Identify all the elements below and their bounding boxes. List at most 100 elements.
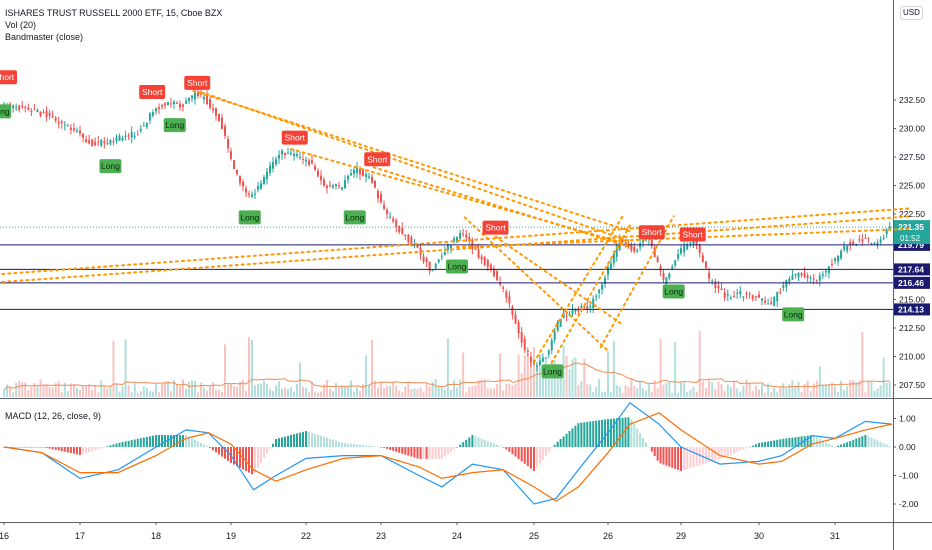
volume-bar: [680, 381, 682, 397]
macd-histogram-bar: [761, 442, 764, 447]
candle-body: [785, 280, 788, 288]
short-signal-marker[interactable]: [482, 220, 509, 235]
long-signal-marker[interactable]: [782, 307, 805, 322]
candle-body: [344, 180, 346, 188]
macd-histogram-bar: [767, 441, 770, 447]
volume-bar: [601, 391, 604, 397]
candle-body: [296, 154, 298, 156]
volume-bar: [356, 387, 358, 397]
volume-bar: [514, 383, 517, 397]
macd-histogram-bar: [812, 435, 815, 447]
volume-bar: [176, 384, 178, 397]
macd-histogram-bar: [462, 442, 465, 447]
volume-bar: [609, 392, 612, 397]
volume-bar: [109, 385, 112, 397]
candle-body: [888, 226, 891, 230]
volume-bar: [726, 384, 729, 397]
volume-bar: [419, 387, 422, 397]
long-signal-label: Long: [165, 120, 184, 130]
macd-histogram-bar: [492, 443, 495, 447]
long-signal-marker[interactable]: [99, 159, 122, 174]
candle-body: [446, 244, 449, 250]
volume-bar: [858, 380, 861, 397]
volume-bar: [45, 384, 48, 397]
short-signal-marker[interactable]: [139, 85, 166, 100]
candle-body: [272, 162, 274, 169]
macd-histogram-bar: [624, 417, 627, 447]
short-signal-marker[interactable]: [184, 75, 211, 90]
candle-body: [215, 108, 217, 116]
candle-body: [106, 143, 109, 145]
candle-body: [650, 239, 653, 247]
long-signal-marker[interactable]: [238, 210, 261, 225]
candle-body: [492, 268, 495, 277]
candle-body: [483, 256, 486, 266]
candle-body: [547, 350, 550, 355]
candle-body: [164, 103, 166, 106]
long-signal-marker[interactable]: [163, 118, 186, 133]
macd-histogram-bar: [824, 442, 827, 447]
long-signal-marker[interactable]: [0, 104, 12, 119]
candle-body: [347, 176, 349, 180]
volume-bar: [692, 386, 695, 397]
currency-label[interactable]: USD: [900, 6, 923, 20]
volume-bar: [529, 359, 532, 397]
long-signal-marker[interactable]: [662, 284, 685, 299]
volume-bar: [215, 389, 217, 397]
candle-body: [27, 107, 30, 110]
volume-bar: [477, 380, 480, 397]
volume-bar: [471, 386, 474, 397]
candle-body: [830, 263, 833, 265]
macd-histogram-bar: [118, 442, 121, 447]
long-signal-marker[interactable]: [541, 364, 564, 379]
candle-body: [882, 237, 885, 239]
macd-histogram-bar: [852, 439, 855, 447]
short-signal-marker[interactable]: [364, 152, 391, 167]
volume-bar: [779, 387, 782, 397]
volume-bar: [124, 339, 127, 397]
macd-histogram-bar: [124, 441, 127, 447]
macd-legend[interactable]: MACD (12, 26, close, 9): [5, 410, 101, 422]
volume-bar: [761, 384, 764, 397]
short-signal-marker[interactable]: [0, 70, 17, 85]
macd-histogram-bar: [24, 447, 27, 448]
candle-body: [194, 92, 196, 100]
macd-histogram-bar: [595, 420, 598, 447]
candle-body: [656, 257, 659, 263]
long-signal-marker[interactable]: [446, 259, 468, 274]
symbol-title[interactable]: ISHARES TRUST RUSSELL 2000 ETF, 15, Cboe…: [5, 8, 223, 18]
candle-body: [224, 126, 226, 136]
short-signal-label: Short: [142, 87, 163, 97]
volume-bar: [239, 381, 241, 397]
volume-bar: [505, 383, 508, 397]
macd-histogram-bar: [272, 443, 274, 447]
candle-body: [773, 297, 776, 307]
volume-bar: [583, 358, 586, 397]
indicator-volume-label[interactable]: Vol (20): [5, 20, 37, 30]
short-signal-marker[interactable]: [281, 130, 308, 145]
candle-body: [85, 139, 88, 143]
volume-bar: [221, 391, 223, 397]
short-signal-marker[interactable]: [679, 227, 706, 242]
trendline: [0, 215, 912, 284]
indicator-bandmaster-label[interactable]: Bandmaster (close): [5, 32, 84, 42]
volume-bar: [465, 392, 468, 397]
candle-body: [335, 184, 337, 187]
macd-histogram-bar: [335, 440, 337, 447]
macd-histogram-bar: [745, 447, 748, 449]
volume-bar: [580, 381, 583, 397]
macd-histogram-bar: [636, 428, 639, 447]
macd-histogram-bar: [867, 436, 870, 447]
long-signal-marker[interactable]: [343, 210, 366, 225]
macd-histogram-bar: [770, 440, 773, 447]
short-signal-marker[interactable]: [638, 225, 665, 240]
macd-histogram-bar: [489, 442, 492, 447]
candle-body: [711, 280, 714, 282]
volume-bar: [701, 381, 704, 397]
macd-histogram-bar: [550, 447, 553, 449]
candle-body: [665, 277, 668, 285]
volume-bar: [598, 379, 601, 397]
macd-histogram-bar: [287, 435, 289, 447]
candle-body: [434, 263, 437, 268]
